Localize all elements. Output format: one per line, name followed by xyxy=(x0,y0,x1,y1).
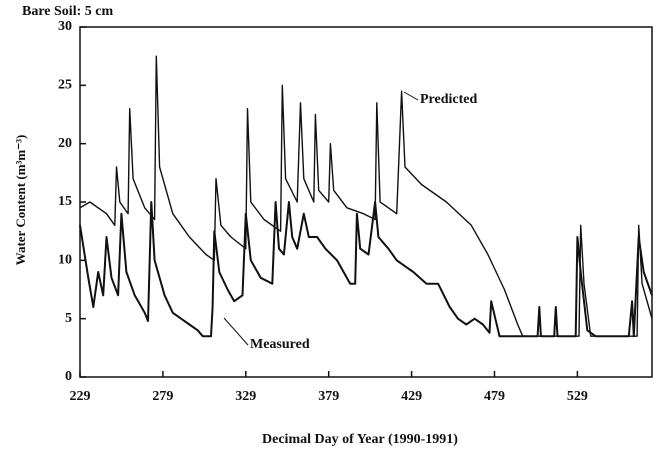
series-line xyxy=(79,201,653,338)
x-tick-label: 479 xyxy=(484,389,505,404)
y-tick-label: 15 xyxy=(58,194,72,209)
y-tick-label: 0 xyxy=(65,369,72,384)
y-tick-label: 5 xyxy=(65,311,72,326)
plot-frame xyxy=(79,26,653,378)
annotation-leader xyxy=(403,91,419,101)
x-tick-label: 379 xyxy=(318,389,339,404)
x-tick-label: 279 xyxy=(152,389,173,404)
annotation: Measured xyxy=(250,337,310,352)
series-line xyxy=(79,55,653,337)
annotation: Predicted xyxy=(420,92,477,107)
x-axis-label: Decimal Day of Year (1990-1991) xyxy=(262,432,458,447)
x-tick-label: 329 xyxy=(235,389,256,404)
x-tick-label: 229 xyxy=(70,389,91,404)
y-tick-label: 10 xyxy=(58,253,72,268)
y-tick-label: 30 xyxy=(58,19,72,34)
x-tick-label: 529 xyxy=(567,389,588,404)
y-axis-label: Water Content (m³m⁻³) xyxy=(13,135,28,266)
x-tick-label: 429 xyxy=(401,389,422,404)
chart-title: Bare Soil: 5 cm xyxy=(22,4,113,19)
y-tick-label: 25 xyxy=(58,78,72,93)
y-tick-label: 20 xyxy=(58,136,72,151)
annotation-leader xyxy=(223,317,249,346)
